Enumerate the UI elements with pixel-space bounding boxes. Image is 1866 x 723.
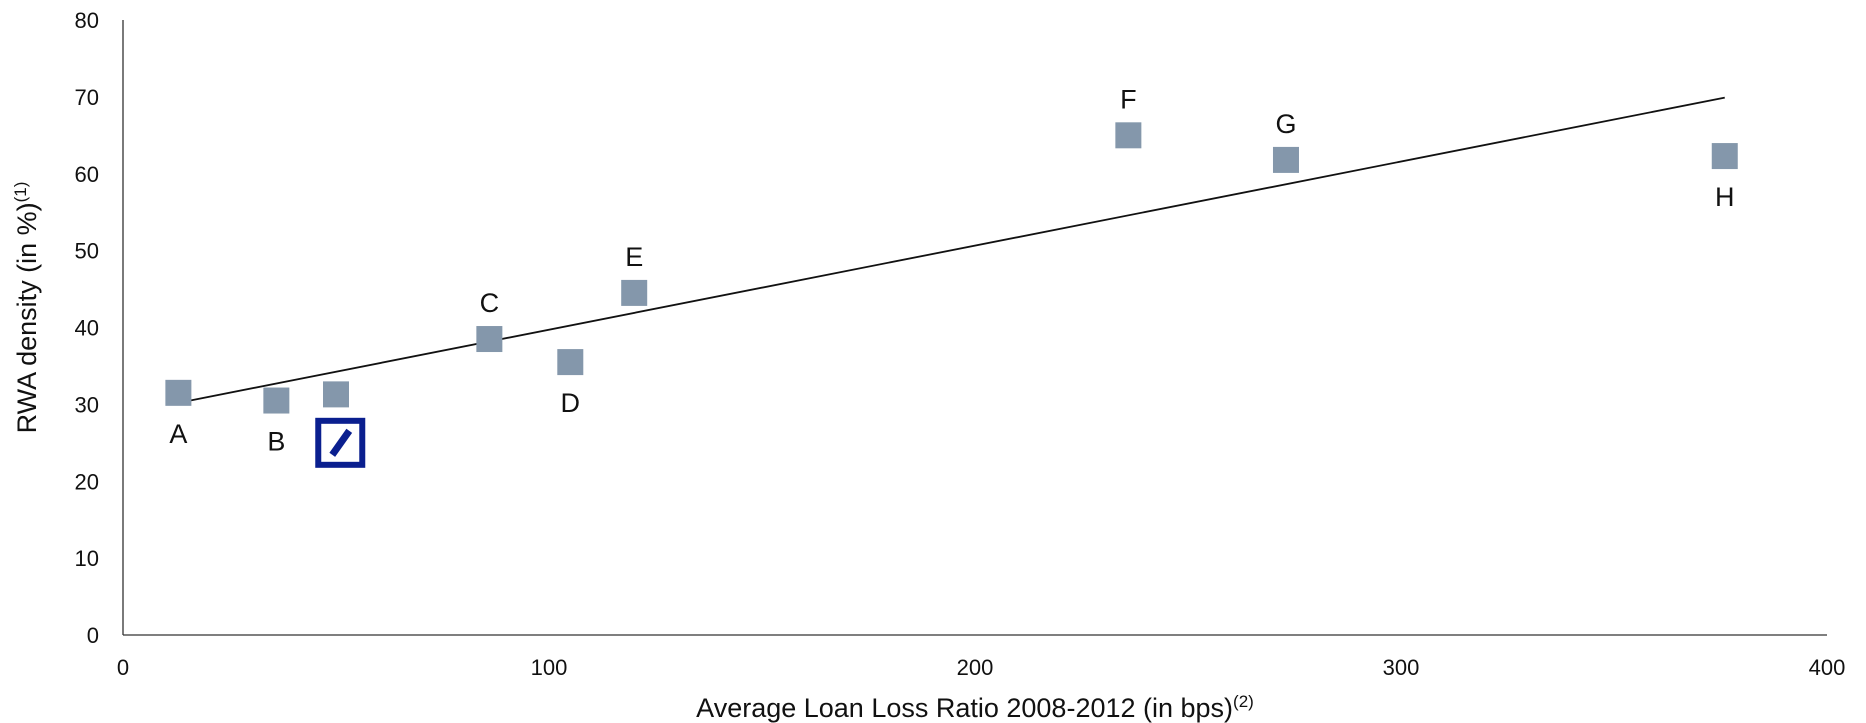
point-label: G <box>1275 109 1296 139</box>
y-tick-label: 80 <box>75 8 99 33</box>
y-tick-label: 70 <box>75 85 99 110</box>
x-tick-label: 400 <box>1809 655 1846 680</box>
trend-line <box>178 96 1725 404</box>
y-axis-title-footnote: (1) <box>11 182 30 203</box>
data-point <box>1711 143 1738 170</box>
point-label: F <box>1120 84 1137 114</box>
point-label: B <box>267 427 285 457</box>
point-label: D <box>561 388 581 418</box>
data-point <box>1115 122 1142 149</box>
x-axis-title-text: Average Loan Loss Ratio 2008-2012 (in bp… <box>696 693 1233 723</box>
y-axis-title: RWA density (in %)(1) <box>11 182 42 434</box>
x-tick-label: 100 <box>531 655 568 680</box>
data-point <box>557 349 584 376</box>
deutsche-bank-logo-icon <box>315 417 366 468</box>
x-tick-label: 200 <box>957 655 994 680</box>
data-point <box>323 381 349 408</box>
y-tick-label: 40 <box>75 316 99 341</box>
y-tick-label: 0 <box>87 623 99 648</box>
data-point <box>1272 146 1299 173</box>
y-axis-ticks: 0 10 20 30 40 50 60 70 80 <box>75 8 99 648</box>
x-axis-ticks: 0 100 200 300 400 <box>117 655 1845 680</box>
data-point <box>621 279 648 306</box>
point-label: E <box>625 242 643 272</box>
point-label: H <box>1715 182 1735 212</box>
y-tick-label: 10 <box>75 546 99 571</box>
data-point <box>476 326 503 353</box>
point-label: C <box>480 288 500 318</box>
logo-box <box>315 417 366 468</box>
y-tick-label: 30 <box>75 392 99 417</box>
data-points: A B C D E F G H <box>165 84 1738 457</box>
x-tick-label: 0 <box>117 655 129 680</box>
y-tick-label: 20 <box>75 469 99 494</box>
x-tick-label: 300 <box>1383 655 1420 680</box>
x-axis-title-footnote: (2) <box>1233 692 1254 711</box>
logo-slash <box>329 428 353 457</box>
y-tick-label: 60 <box>75 162 99 187</box>
data-point <box>165 379 192 406</box>
y-axis-title-text: RWA density (in %) <box>12 202 42 433</box>
x-axis-title: Average Loan Loss Ratio 2008-2012 (in bp… <box>696 692 1254 723</box>
point-label: A <box>169 419 187 449</box>
data-point <box>263 387 290 414</box>
y-tick-label: 50 <box>75 239 99 264</box>
